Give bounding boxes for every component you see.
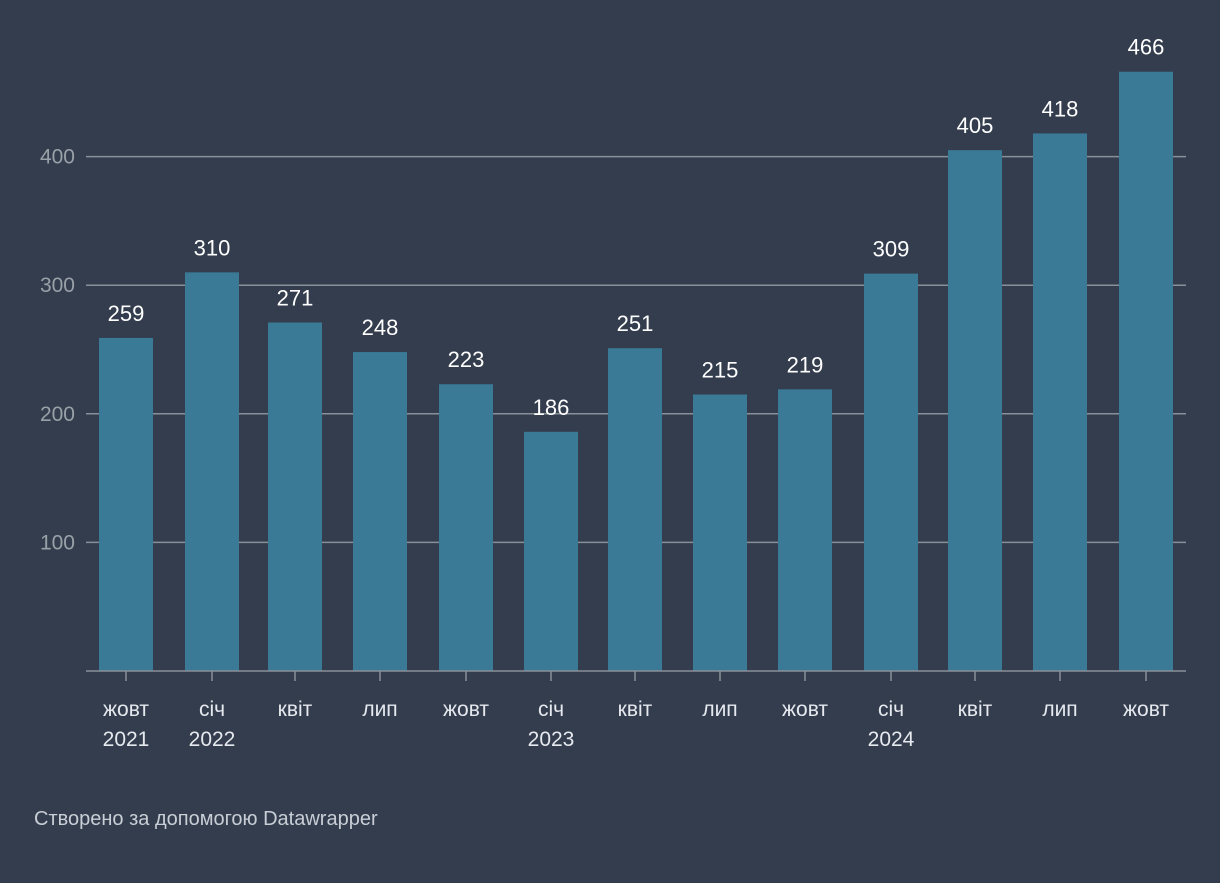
value-labels: 259 310 271 248 223 186 251 215 219 309 405 418 466 <box>108 35 1165 420</box>
y-tick-label: 400 <box>40 146 75 169</box>
x-tick-label-month: січ <box>878 698 904 721</box>
data-label: 259 <box>108 301 145 326</box>
data-label: 186 <box>533 395 570 420</box>
bar <box>353 352 407 671</box>
x-tick-label-year: 2024 <box>868 728 915 751</box>
x-tick-label-month: лип <box>1042 698 1077 721</box>
bar <box>185 272 239 671</box>
x-tick-label-month: квіт <box>618 698 653 721</box>
x-tick-label-year: 2021 <box>103 728 150 751</box>
data-label: 271 <box>277 285 314 310</box>
bar <box>948 150 1002 672</box>
bar <box>268 322 322 671</box>
x-tick-label-month: жовт <box>443 698 489 721</box>
bar <box>524 431 578 671</box>
y-tick-label: 300 <box>40 274 75 297</box>
x-tick-label-year: 2022 <box>189 728 236 751</box>
bar <box>1119 71 1173 671</box>
bar <box>99 337 153 671</box>
data-label: 405 <box>957 113 994 138</box>
x-tick-label-month: квіт <box>278 698 313 721</box>
data-label: 466 <box>1128 35 1165 60</box>
bar <box>1033 133 1087 671</box>
footer-credit: Створено за допомогою Datawrapper <box>34 808 378 830</box>
data-label: 219 <box>787 352 824 377</box>
x-tick-label-month: січ <box>199 698 225 721</box>
data-label: 223 <box>448 347 485 372</box>
data-label: 309 <box>873 237 910 262</box>
y-tick-label: 100 <box>40 531 75 554</box>
data-label: 248 <box>362 315 399 340</box>
x-tick-label-month: лип <box>362 698 397 721</box>
x-tick-label-month: лип <box>702 698 737 721</box>
bar <box>608 348 662 671</box>
x-tick-label-month: січ <box>538 698 564 721</box>
x-tick-label-month: квіт <box>958 698 993 721</box>
bar <box>778 389 832 671</box>
bar <box>439 384 493 671</box>
x-tick-label-year: 2023 <box>528 728 575 751</box>
bars <box>99 71 1173 672</box>
y-tick-label: 200 <box>40 403 75 426</box>
data-label: 215 <box>702 358 739 383</box>
data-label: 418 <box>1042 96 1079 121</box>
x-tick-label-month: жовт <box>1123 698 1169 721</box>
bar <box>864 273 918 671</box>
data-label: 310 <box>194 235 231 260</box>
x-axis: жовт 2021 січ 2022 квіт лип жовт січ 2023 квіт лип… <box>86 670 1186 751</box>
x-tick-label-month: жовт <box>782 698 828 721</box>
bar <box>693 394 747 671</box>
data-label: 251 <box>617 311 654 336</box>
x-tick-label-month: жовт <box>103 698 149 721</box>
